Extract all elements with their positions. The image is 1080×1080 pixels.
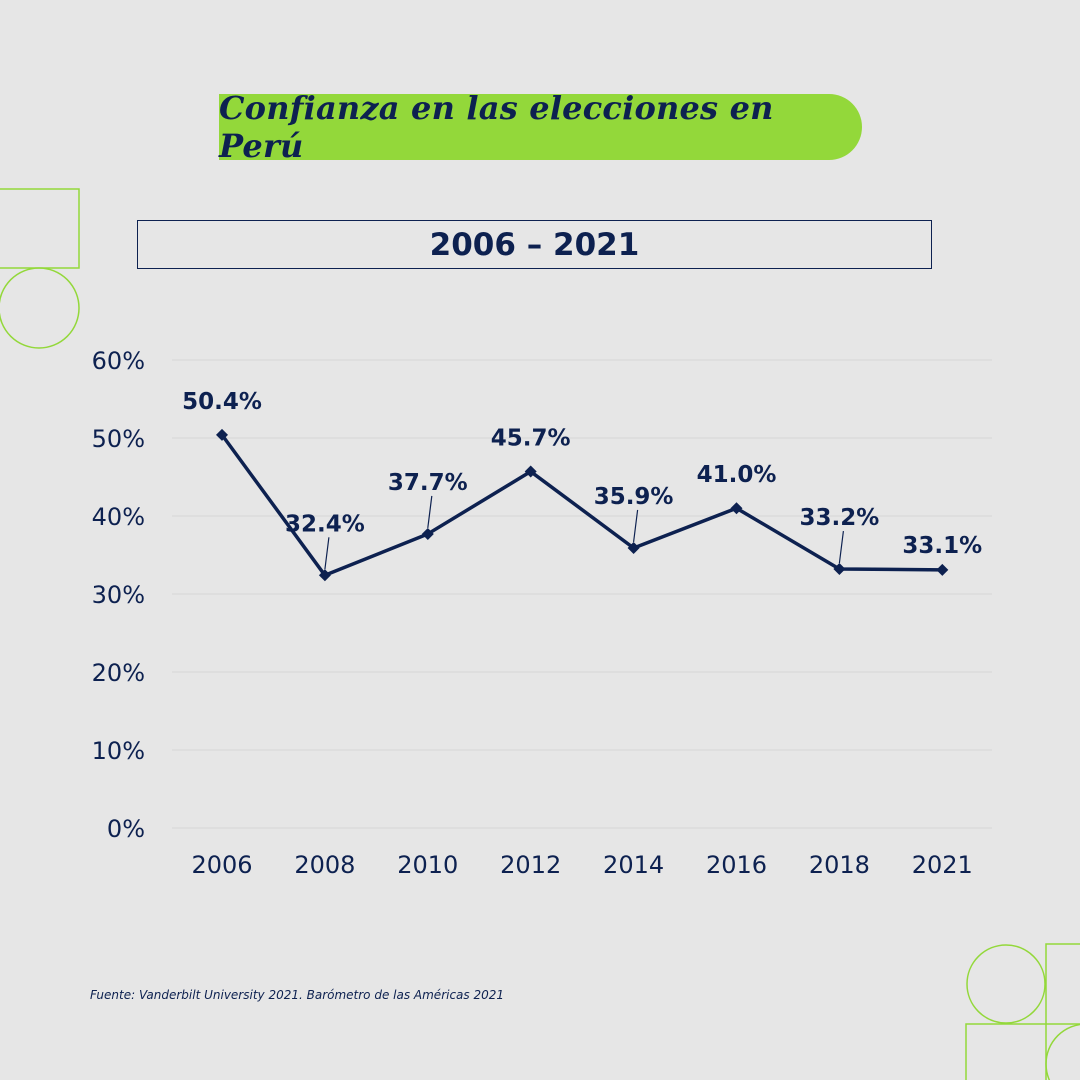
year-range-box: 2006 – 2021 (137, 220, 932, 269)
y-tick-label: 0% (107, 815, 145, 843)
data-label: 37.7% (388, 470, 468, 496)
data-point-marker (833, 563, 846, 576)
deco-circle (0, 267, 80, 349)
data-label-leader (324, 537, 330, 570)
decorative-shapes-top-left (0, 188, 80, 349)
data-label-leader (838, 530, 844, 564)
data-label: 32.4% (285, 511, 365, 537)
data-label: 50.4% (182, 389, 262, 415)
data-point-marker (730, 502, 743, 515)
source-note: Fuente: Vanderbilt University 2021. Baró… (90, 988, 505, 1002)
chart-title: Confianza en las elecciones en Perú (219, 89, 774, 165)
line-chart: 0% 10% 20% 30% 40% 50% 60% 2006 2008 2010 2012 2014… (92, 347, 992, 879)
y-tick-label: 10% (92, 737, 145, 765)
y-tick-label: 60% (92, 347, 145, 375)
data-label: 35.9% (594, 484, 674, 510)
decorative-shapes-bottom-right (965, 943, 1080, 1080)
data-point-marker (627, 541, 640, 554)
data-label: 33.2% (800, 505, 880, 531)
x-tick-label: 2021 (912, 851, 973, 879)
data-label-leader (427, 495, 433, 529)
data-point-marker (318, 569, 331, 582)
data-point-marker (216, 428, 228, 441)
x-tick-label: 2014 (603, 851, 664, 879)
x-tick-label: 2008 (294, 851, 355, 879)
deco-circle (966, 944, 1046, 1024)
x-tick-label: 2012 (500, 851, 561, 879)
data-point-marker (524, 465, 537, 478)
series-line (220, 433, 943, 578)
data-label: 41.0% (697, 462, 777, 488)
data-point-marker (936, 563, 949, 576)
data-point-marker (421, 527, 434, 540)
title-banner: Confianza en las elecciones en Perú (219, 89, 862, 165)
y-tick-label: 50% (92, 425, 145, 453)
y-tick-label: 30% (92, 581, 145, 609)
x-tick-label: 2016 (706, 851, 767, 879)
year-range-label: 2006 – 2021 (429, 226, 640, 263)
deco-square (965, 1023, 1047, 1080)
deco-square (1045, 943, 1080, 1025)
data-label: 33.1% (902, 533, 982, 559)
x-tick-label: 2018 (809, 851, 870, 879)
x-tick-label: 2010 (397, 851, 458, 879)
data-label: 45.7% (491, 426, 571, 452)
data-label-leader (633, 509, 639, 543)
x-tick-label: 2006 (191, 851, 252, 879)
y-tick-label: 40% (92, 503, 145, 531)
deco-circle (1045, 1023, 1080, 1080)
y-tick-label: 20% (92, 659, 145, 687)
